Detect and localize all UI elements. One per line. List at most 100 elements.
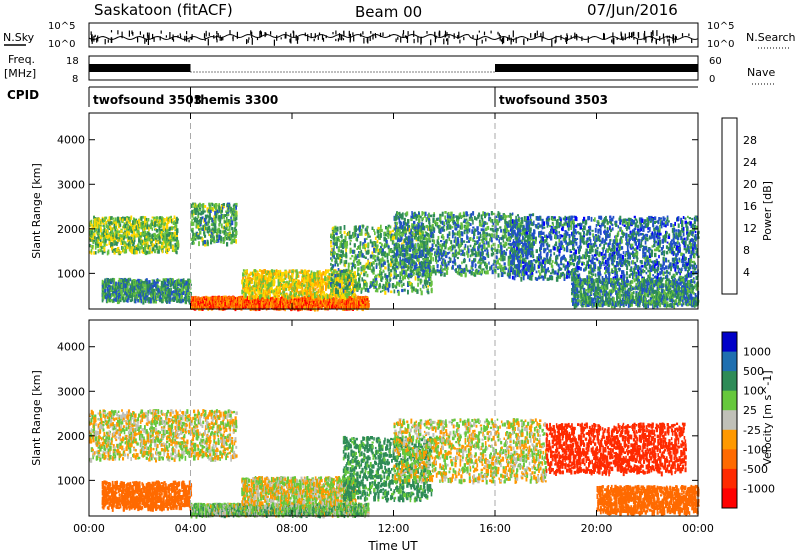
scatter-cell (204, 210, 206, 213)
scatter-cell (177, 247, 179, 250)
scatter-cell (142, 221, 145, 225)
scatter-cell (176, 228, 179, 234)
scatter-cell (199, 236, 202, 240)
scatter-cell (111, 222, 113, 225)
noise-sample (143, 34, 145, 38)
noise-sample (349, 33, 351, 41)
noise-sample (348, 30, 350, 37)
scatter-cell (227, 206, 230, 210)
scatter-cell (208, 233, 210, 236)
scatter-cell (148, 237, 151, 242)
scatter-cell (216, 209, 220, 213)
beam-title: Beam 00 (355, 3, 422, 21)
scatter-cell (122, 218, 124, 222)
noise-sample (659, 36, 661, 41)
noise-sample (379, 32, 382, 38)
scatter-cell (191, 214, 194, 218)
scatter-cell (224, 235, 226, 239)
scatter-cell (193, 242, 195, 245)
scatter-cell (144, 230, 146, 235)
scatter-cell (127, 245, 130, 249)
scatter-cell (144, 239, 148, 243)
noise-sample (236, 31, 238, 39)
noise-sample (318, 32, 321, 36)
scatter-cell (113, 250, 116, 255)
scatter-cell (194, 237, 197, 241)
scatter-cell (234, 234, 237, 238)
scatter-cell (197, 210, 200, 216)
scatter-cell (128, 241, 131, 244)
scatter-cell (136, 295, 139, 301)
scatter-cell (98, 236, 100, 240)
scatter-cell (89, 243, 91, 248)
scatter-cell (250, 277, 253, 280)
scatter-cell (157, 285, 160, 290)
scatter-cell (301, 286, 304, 290)
scatter-cell (220, 241, 222, 244)
scatter-cell (150, 250, 153, 254)
scatter-cell (210, 239, 213, 245)
scatter-cell (227, 302, 230, 307)
scatter-cell (133, 239, 136, 243)
scatter-cell (208, 225, 211, 230)
scatter-cell (112, 298, 115, 303)
scatter-cell (228, 226, 231, 231)
scatter-cell (197, 222, 200, 225)
scatter-cell (214, 210, 217, 216)
cpid-label: CPID (7, 88, 39, 102)
scatter-cell (160, 231, 163, 235)
scatter-cell (141, 250, 144, 253)
scatter-cell (139, 279, 143, 283)
scatter-cell (113, 243, 116, 246)
scatter-cell (133, 220, 136, 225)
scatter-cell (102, 238, 105, 243)
scatter-cell (176, 292, 179, 298)
scatter-cell (220, 303, 222, 307)
scatter-cell (137, 243, 139, 247)
noise-sample (541, 36, 543, 42)
noise-sample (397, 36, 399, 40)
scatter-cell (185, 300, 187, 304)
scatter-cell (129, 245, 132, 248)
scatter-cell (322, 285, 324, 289)
noise-sample (603, 33, 605, 40)
scatter-cell (229, 223, 232, 227)
scatter-cell (167, 247, 170, 252)
scatter-cell (106, 229, 109, 234)
scatter-cell (209, 306, 212, 309)
scatter-cell (144, 226, 147, 230)
scatter-cell (141, 290, 143, 294)
scatter-cell (113, 281, 116, 287)
noise-sample (165, 35, 167, 38)
scatter-cell (317, 295, 320, 300)
scatter-cell (119, 298, 122, 303)
scatter-cell (131, 282, 133, 287)
scatter-cell (202, 210, 205, 215)
scatter-cell (210, 219, 213, 223)
scatter-cell (165, 295, 168, 299)
scatter-cell (215, 226, 217, 231)
scatter-cell (116, 241, 118, 246)
scatter-cell (152, 289, 155, 295)
scatter-cell (105, 282, 108, 287)
scatter-cell (168, 288, 171, 293)
scatter-cell (151, 279, 154, 282)
noise-sample (566, 37, 568, 44)
noise-sample (622, 37, 624, 41)
scatter-cell (197, 215, 200, 219)
scatter-cell (174, 248, 177, 252)
scatter-cell (127, 277, 130, 283)
scatter-cell (148, 250, 151, 255)
scatter-cell (199, 219, 201, 223)
scatter-cell (176, 250, 178, 255)
freq-unit-label: [MHz] (4, 67, 36, 80)
noise-sample (213, 35, 215, 39)
scatter-cell (152, 247, 155, 252)
noise-right-top-label: 10^5 (707, 21, 734, 32)
scatter-cell (210, 236, 213, 241)
scatter-cell (194, 295, 197, 299)
scatter-cell (178, 298, 182, 304)
scatter-cell (146, 221, 149, 224)
scatter-cell (102, 296, 105, 301)
noise-sample (342, 38, 345, 41)
